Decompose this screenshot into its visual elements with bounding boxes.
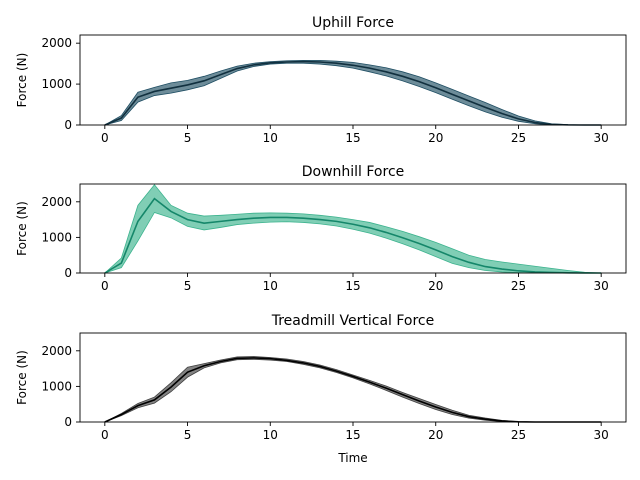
y-tick-label: 1000 xyxy=(41,230,72,244)
x-tick-label: 20 xyxy=(428,279,443,293)
x-tick-label: 10 xyxy=(263,279,278,293)
x-axis-label: Time xyxy=(337,451,367,465)
x-tick-label: 0 xyxy=(101,279,109,293)
confidence-band xyxy=(104,59,602,126)
y-axis-label: Force (N) xyxy=(15,350,29,405)
x-tick-label: 15 xyxy=(345,279,360,293)
chart-title: Uphill Force xyxy=(312,15,394,31)
y-tick-label: 2000 xyxy=(41,195,72,209)
x-tick-label: 15 xyxy=(345,131,360,145)
y-tick-label: 1000 xyxy=(41,379,72,393)
x-tick-label: 20 xyxy=(428,428,443,442)
chart-title: Downhill Force xyxy=(302,164,405,180)
x-tick-label: 20 xyxy=(428,131,443,145)
x-tick-label: 10 xyxy=(263,428,278,442)
x-tick-label: 15 xyxy=(345,428,360,442)
chart-panel-3: 0 5 10 15 20 25 30 0 1000 2000 Treadmill Vertical … xyxy=(15,313,627,465)
x-tick-label: 30 xyxy=(594,131,609,145)
x-tick-label: 25 xyxy=(511,428,526,442)
y-tick-label: 2000 xyxy=(41,36,72,50)
x-tick-label: 25 xyxy=(511,279,526,293)
x-tick-label: 0 xyxy=(101,428,109,442)
x-tick-label: 5 xyxy=(184,131,192,145)
y-axis-label: Force (N) xyxy=(15,53,29,108)
x-tick-label: 25 xyxy=(511,131,526,145)
y-axis-label: Force (N) xyxy=(15,201,29,256)
y-tick-label: 0 xyxy=(64,118,72,132)
x-tick-label: 5 xyxy=(184,428,192,442)
mean-line xyxy=(104,197,602,274)
x-tick-label: 0 xyxy=(101,131,109,145)
chart-panel-1: 0 5 10 15 20 25 30 0 1000 2000 Uphill Force Force (… xyxy=(15,15,627,145)
x-tick-label: 5 xyxy=(184,279,192,293)
mean-line xyxy=(104,60,602,126)
x-tick-label: 30 xyxy=(594,279,609,293)
confidence-band xyxy=(104,356,602,423)
y-tick-label: 0 xyxy=(64,415,72,429)
chart-title: Treadmill Vertical Force xyxy=(271,313,435,329)
y-tick-label: 2000 xyxy=(41,344,72,358)
y-tick-label: 1000 xyxy=(41,77,72,91)
x-tick-label: 10 xyxy=(263,131,278,145)
y-tick-label: 0 xyxy=(64,266,72,280)
x-tick-label: 30 xyxy=(594,428,609,442)
chart-panel-2: 0 5 10 15 20 25 30 0 1000 2000 Downhill Force Force… xyxy=(15,164,627,293)
